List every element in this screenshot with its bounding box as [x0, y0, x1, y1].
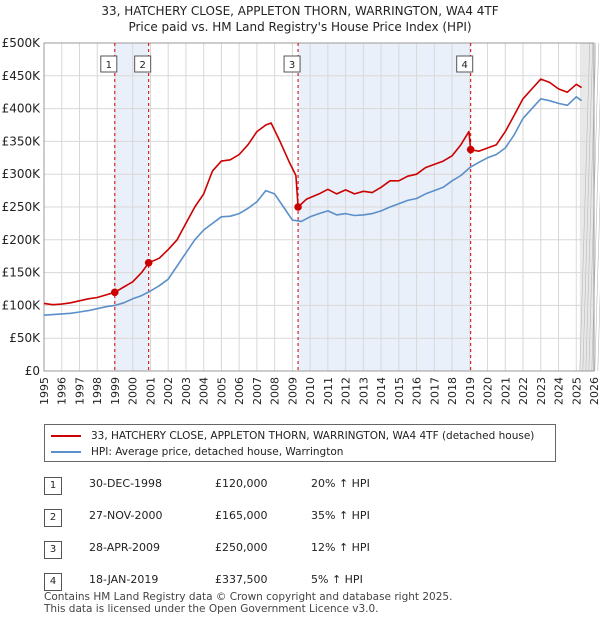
x-tick-label: 1996: [56, 377, 69, 405]
y-tick-label: £500K: [2, 36, 42, 50]
transaction-number: 4: [44, 573, 62, 591]
footer-copyright: Contains HM Land Registry data © Crown c…: [44, 591, 453, 603]
x-tick-label: 2004: [198, 377, 211, 405]
sale-point: [466, 145, 475, 154]
legend-item-property: 33, HATCHERY CLOSE, APPLETON THORN, WARR…: [51, 428, 534, 444]
x-tick-label: 2005: [215, 377, 228, 405]
y-tick-label: £100K: [2, 298, 42, 312]
x-tick-label: 1995: [38, 377, 51, 405]
transaction-date: 30-DEC-1998: [89, 477, 163, 490]
y-tick-label: £350K: [2, 134, 42, 148]
x-tick-label: 2007: [251, 377, 264, 405]
x-tick-label: 2001: [144, 377, 157, 405]
x-tick-label: 2000: [127, 377, 140, 405]
sale-marker-badge: [134, 55, 152, 73]
sale-marker-badge: [283, 55, 301, 73]
transaction-date: 18-JAN-2019: [89, 573, 159, 586]
x-tick-label: 2023: [535, 377, 548, 405]
x-tick-label: 2002: [162, 377, 175, 405]
transaction-price: £337,500: [215, 573, 268, 586]
transaction-price: £250,000: [215, 541, 268, 554]
property-price-line: [43, 78, 583, 306]
chart-title: 33, HATCHERY CLOSE, APPLETON THORN, WARR…: [101, 4, 499, 18]
transaction-number: 2: [44, 509, 62, 527]
y-tick-label: £50K: [9, 331, 41, 345]
hpi-line: [43, 96, 583, 316]
y-tick-label: £200K: [2, 233, 42, 247]
sale-point: [144, 258, 153, 267]
y-tick-label: £150K: [2, 266, 42, 280]
x-tick-label: 2003: [180, 377, 193, 405]
legend-swatch-hpi: [51, 451, 81, 453]
legend-item-hpi: HPI: Average price, detached house, Warr…: [51, 444, 343, 460]
x-tick-label: 1997: [73, 377, 86, 405]
forecast-hatch: [591, 92, 600, 372]
y-tick-label: £450K: [2, 69, 42, 83]
footer-licence: This data is licensed under the Open Gov…: [44, 603, 379, 615]
x-tick-label: 2013: [357, 377, 370, 405]
x-tick-label: 2008: [269, 377, 282, 405]
transaction-row: 3 28-APR-2009 £250,000 12% ↑ HPI: [44, 538, 564, 559]
y-tick-label: £300K: [2, 167, 42, 181]
plot-frame: [43, 42, 595, 372]
transaction-number: 1: [44, 477, 62, 495]
sale-marker-label: 4: [462, 60, 468, 71]
x-tick-label: 2011: [322, 377, 335, 405]
legend-label-property: 33, HATCHERY CLOSE, APPLETON THORN, WARR…: [91, 430, 535, 442]
sale-marker-badge: [456, 55, 474, 73]
sale-marker-badge: [100, 55, 118, 73]
x-tick-label: 2021: [499, 377, 512, 405]
transaction-price: £165,000: [215, 509, 268, 522]
forecast-hatch: [597, 289, 600, 372]
chart-subtitle: Price paid vs. HM Land Registry's House …: [128, 20, 472, 34]
sale-marker-label: 1: [106, 60, 112, 71]
x-tick-label: 2017: [428, 377, 441, 405]
transaction-hpi: 35% ↑ HPI: [311, 509, 370, 522]
x-tick-label: 2006: [233, 377, 246, 405]
x-tick-label: 1998: [91, 377, 104, 405]
y-tick-label: £0: [25, 364, 40, 378]
sale-point: [110, 288, 119, 297]
transaction-row: 1 30-DEC-1998 £120,000 20% ↑ HPI: [44, 474, 564, 495]
transaction-date: 28-APR-2009: [89, 541, 161, 554]
legend: 33, HATCHERY CLOSE, APPLETON THORN, WARR…: [44, 424, 556, 462]
x-tick-label: 2014: [375, 377, 388, 405]
sale-point: [294, 203, 302, 211]
transaction-row: 4 18-JAN-2019 £337,500 5% ↑ HPI: [44, 570, 564, 591]
transaction-price: £120,000: [215, 477, 268, 490]
x-tick-label: 2015: [393, 377, 406, 405]
transaction-hpi: 12% ↑ HPI: [311, 541, 370, 554]
y-tick-label: £400K: [2, 102, 42, 116]
x-tick-label: 2020: [482, 377, 495, 405]
y-tick-label: £250K: [2, 200, 42, 214]
transaction-date: 27-NOV-2000: [89, 509, 163, 522]
transaction-row: 2 27-NOV-2000 £165,000 35% ↑ HPI: [44, 506, 564, 527]
transaction-hpi: 5% ↑ HPI: [311, 573, 363, 586]
x-tick-label: 2012: [340, 377, 353, 405]
sale-marker-label: 2: [139, 60, 145, 71]
x-tick-label: 2016: [411, 377, 424, 405]
legend-swatch-property: [51, 435, 81, 437]
x-tick-label: 2025: [570, 377, 583, 405]
price-chart: £0 £50K £100K £150K £200K £250K £300K £350K £400…: [2, 36, 600, 405]
x-tick-label: 2024: [553, 377, 566, 405]
sale-marker-label: 3: [289, 60, 295, 71]
x-tick-label: 2022: [517, 377, 530, 405]
legend-label-hpi: HPI: Average price, detached house, Warr…: [91, 446, 344, 458]
x-tick-label: 1999: [109, 377, 122, 405]
transaction-hpi: 20% ↑ HPI: [311, 477, 370, 490]
x-tick-label: 2026: [588, 377, 600, 405]
x-tick-label: 2019: [464, 377, 477, 405]
transaction-number: 3: [44, 541, 62, 559]
x-tick-label: 2010: [304, 377, 317, 405]
x-tick-label: 2009: [286, 377, 299, 405]
x-tick-label: 2018: [446, 377, 459, 405]
